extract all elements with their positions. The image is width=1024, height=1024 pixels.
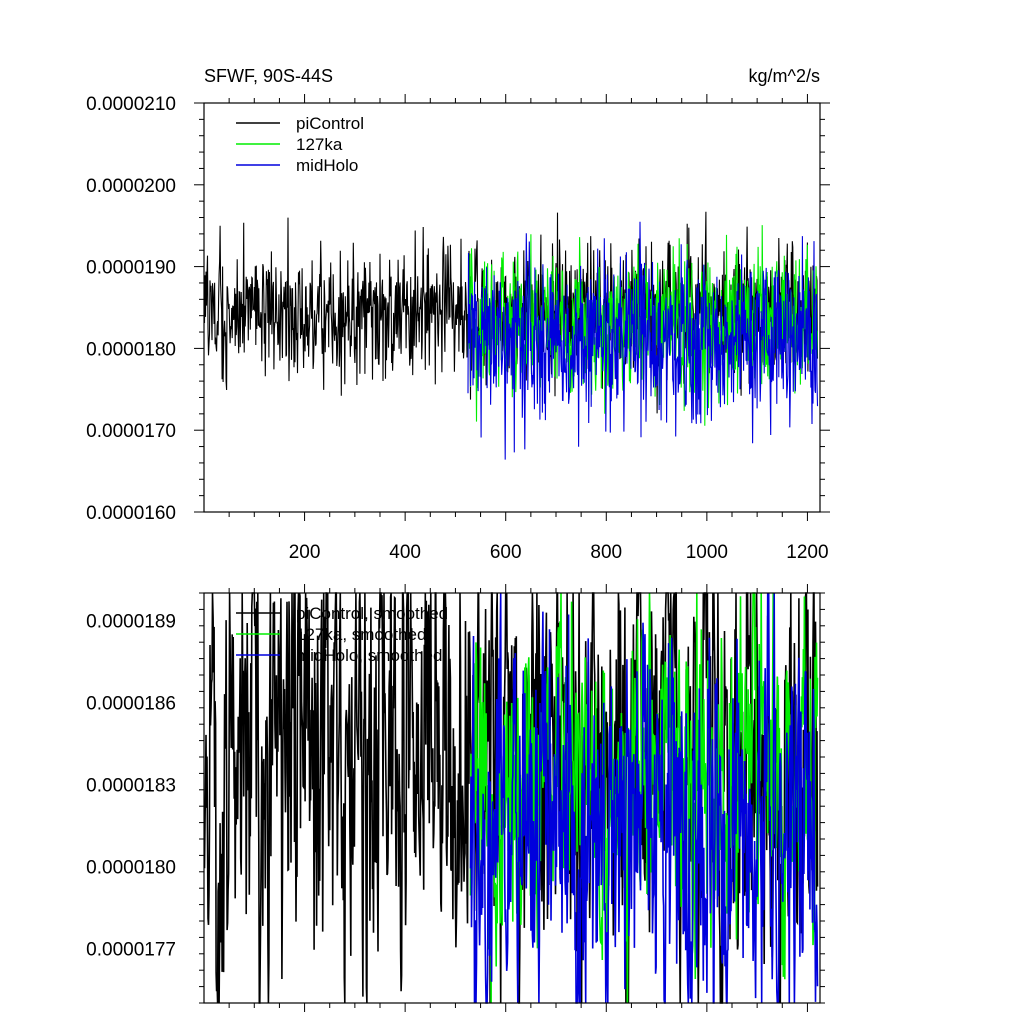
y-tick-label: 0.0000160 xyxy=(86,503,176,524)
y-tick-label: 0.0000190 xyxy=(86,258,176,279)
y-tick-label: 0.0000177 xyxy=(86,939,176,960)
y-tick-label: 0.0000186 xyxy=(86,693,176,714)
x-tick-label: 1000 xyxy=(686,542,728,563)
plot-frame xyxy=(203,592,821,1004)
top-axes: 200 400 600 800 1000 1200 0.0000160 0.0000170 0.… xyxy=(86,94,830,563)
x-tick-label: 400 xyxy=(389,542,421,563)
y-tick-label: 0.0000180 xyxy=(86,857,176,878)
legend-label: 127ka xyxy=(296,135,343,154)
plot-frame xyxy=(203,102,821,513)
y-tick-label: 0.0000180 xyxy=(86,339,176,360)
legend-label: piControl xyxy=(296,114,364,133)
bottom-panel: 0.0000177 0.0000180 0.0000183 0.0000186 0.00… xyxy=(86,584,825,1012)
y-tick-label: 0.0000210 xyxy=(86,94,176,115)
bottom-axes: 0.0000177 0.0000180 0.0000183 0.0000186 0.00… xyxy=(86,584,825,1012)
series-line-2 xyxy=(469,592,819,1004)
x-tick-label: 600 xyxy=(490,542,522,563)
top-panel-units: kg/m^2/s xyxy=(749,66,820,86)
y-tick-label: 0.0000170 xyxy=(86,421,176,442)
legend-label: midHolo, smoothed xyxy=(296,646,442,665)
x-tick-label: 800 xyxy=(590,542,622,563)
y-tick-label: 0.0000183 xyxy=(86,775,176,796)
top-series-lines xyxy=(203,211,819,460)
y-tick-label: 0.0000189 xyxy=(86,611,176,632)
top-legend: piControl 127ka midHolo xyxy=(236,114,364,175)
bottom-legend: piControl, smoothed 127ka, smoothed midHol… xyxy=(236,604,448,665)
series-line-2 xyxy=(467,221,819,460)
top-panel-title: SFWF, 90S-44S xyxy=(204,66,333,86)
x-tick-label: 200 xyxy=(289,542,321,563)
x-tick-label: 1200 xyxy=(786,542,828,563)
legend-label: midHolo xyxy=(296,156,358,175)
top-panel: SFWF, 90S-44S kg/m^2/s 200 400 600 800 1000 1… xyxy=(86,66,830,563)
legend-label: 127ka, smoothed xyxy=(296,625,426,644)
bottom-series-lines xyxy=(203,592,819,1004)
y-tick-label: 0.0000200 xyxy=(86,176,176,197)
legend-label: piControl, smoothed xyxy=(296,604,448,623)
